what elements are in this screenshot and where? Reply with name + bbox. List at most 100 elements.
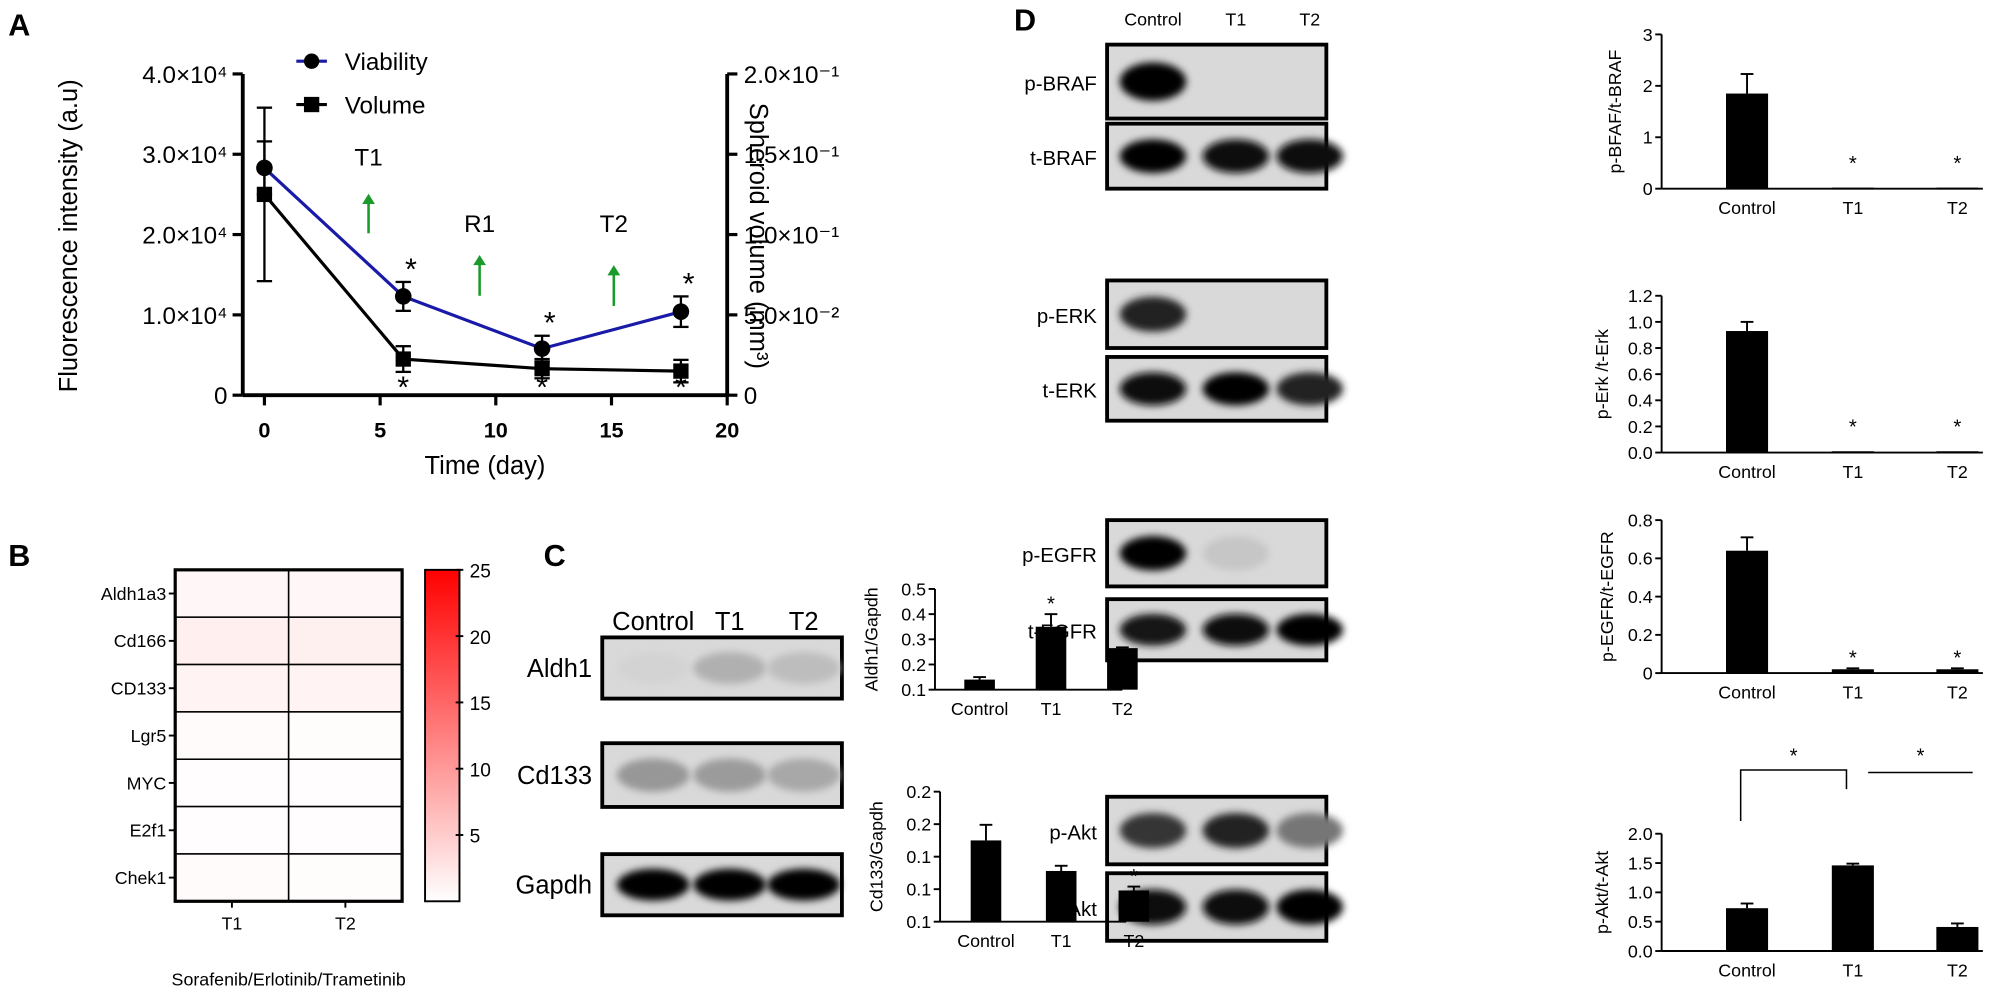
lane-label: T2 [789, 608, 819, 636]
x-tick-label: T2 [1947, 198, 1968, 218]
treatment-annotation: T1 [354, 145, 382, 172]
heatmap-cell [174, 805, 290, 855]
x-tick-label: T1 [1041, 699, 1062, 719]
protein-band [1202, 889, 1270, 925]
panel-label-d: D [1014, 4, 1036, 38]
x-tick-label: 5 [374, 417, 386, 442]
x-tick-label: T2 [1947, 961, 1968, 981]
protein-band [693, 868, 767, 901]
data-point-volume [395, 351, 411, 367]
protein-band [1202, 372, 1270, 406]
x-tick-label: Control [951, 699, 1008, 719]
bar-t1 [1035, 626, 1067, 690]
protein-band [767, 868, 840, 901]
column-label: T2 [335, 913, 356, 933]
protein-band [1119, 62, 1187, 101]
green-arrow-icon [362, 193, 375, 204]
x-tick-label: 0 [258, 417, 270, 442]
protein-band [1202, 139, 1270, 174]
y-tick-label: 0 [1643, 179, 1653, 199]
panel-label-b: B [8, 539, 30, 573]
y-tick-label: 0.4 [1628, 587, 1653, 607]
blot-row-label: Cd133 [517, 762, 592, 790]
y2-tick-label: 1.5×10⁻¹ [744, 142, 840, 169]
legend-label: Volume [345, 92, 426, 119]
colorbar-tick-label: 25 [470, 561, 491, 582]
significance-star: * [1047, 593, 1055, 615]
significance-star: * [1953, 416, 1961, 438]
bar-t2 [1107, 648, 1138, 690]
bar-control [1726, 331, 1769, 453]
y-tick-label: 0.1 [906, 880, 931, 900]
significance-star: * [1953, 647, 1961, 669]
significance-star: * [1849, 647, 1857, 669]
y-tick-label: 0.4 [1628, 391, 1653, 411]
colorbar-tick-label: 5 [470, 827, 481, 848]
y-tick-label: 1.0 [1628, 883, 1653, 903]
y-tick-label: 0.2 [906, 782, 931, 802]
x-tick-label: T1 [1842, 462, 1863, 482]
lane-label: T2 [1299, 9, 1320, 29]
panel-label-a: A [8, 9, 30, 43]
row-label: Cd166 [114, 631, 167, 651]
heatmap-cell [174, 569, 290, 618]
heatmap-x-label: Sorafenib/Erlotinib/Trametinib [172, 969, 406, 989]
lane-label: T1 [1225, 9, 1246, 29]
blot-row-label: t-ERK [1043, 381, 1098, 403]
heatmap-cell [174, 758, 290, 808]
x-tick-label: T1 [1842, 961, 1863, 981]
bar-control [964, 679, 995, 690]
y-tick-label: 0.5 [901, 579, 926, 599]
green-arrow-icon [473, 254, 486, 266]
heatmap-cell [287, 616, 403, 666]
x-tick-label: T2 [1112, 699, 1133, 719]
y-tick-label: 0.8 [1628, 510, 1653, 530]
y-tick-label: 0.2 [901, 655, 926, 675]
significance-star: * [1849, 416, 1857, 438]
bar-t2 [1936, 187, 1979, 190]
protein-band [1202, 536, 1270, 571]
x-tick-label: Control [1718, 462, 1775, 482]
x-tick-label: T2 [1123, 931, 1144, 951]
significance-star: * [1849, 153, 1857, 175]
blot-row-label: Aldh1 [527, 655, 592, 683]
protein-band [616, 758, 690, 792]
y-tick-label: 0 [214, 383, 227, 410]
significance-star: * [675, 371, 687, 405]
x-tick-label: Control [1718, 961, 1775, 981]
x-tick-label: T1 [1842, 198, 1863, 218]
blot-row-label: p-ERK [1037, 306, 1097, 328]
bar-t1 [1831, 669, 1874, 674]
bar-t2 [1936, 669, 1979, 674]
y-axis-title: Cd133/Gapdh [867, 801, 887, 912]
significance-star: * [1130, 866, 1138, 888]
data-point-viability [394, 288, 412, 305]
significance-bracket [1739, 769, 1848, 821]
colorbar-tick-label: 10 [470, 760, 491, 781]
y-tick-label: 0.8 [1628, 338, 1653, 358]
heatmap-cell [174, 616, 290, 666]
heatmap-cell [287, 663, 403, 713]
bar-t1 [1831, 451, 1874, 454]
y-tick-label: 1.0 [1628, 312, 1653, 332]
colorbar [424, 568, 461, 903]
bar-control [1726, 93, 1769, 189]
significance-star: * [1953, 153, 1961, 175]
significance-star: * [405, 252, 417, 286]
y-tick-label: 0.0 [1628, 443, 1653, 463]
bar-t2 [1118, 890, 1150, 922]
legend-label: Viability [345, 49, 429, 76]
y-tick-label: 0.3 [901, 630, 926, 650]
x-tick-label: Control [1718, 683, 1775, 703]
colorbar-tick-label: 15 [470, 694, 491, 715]
y2-tick-label: 5.0×10⁻² [744, 303, 840, 330]
chart-layer: 0 5 10 15 2001.0×10⁴2.0×10⁴3.0×10⁴4.0×10⁴05.… [55, 9, 1983, 989]
x-tick-label: T1 [1051, 931, 1072, 951]
series-line-volume [263, 193, 681, 373]
x-tick-label: 15 [599, 417, 623, 442]
protein-band [1276, 139, 1344, 174]
blot-row-label: p-Akt [1049, 822, 1097, 844]
x-tick-label: T1 [1842, 683, 1863, 703]
heatmap-cell [287, 758, 403, 808]
y-tick-label: 0.4 [901, 605, 926, 625]
